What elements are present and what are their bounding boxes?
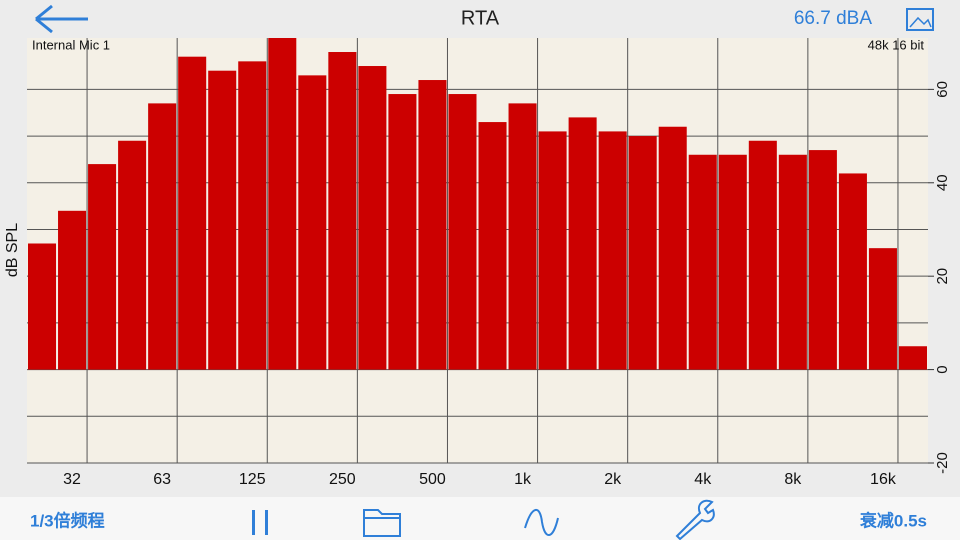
x-tick-label: 2k xyxy=(604,471,622,488)
wave-button[interactable] xyxy=(524,509,559,536)
y-tick-label: 60 xyxy=(934,81,951,98)
bar xyxy=(808,150,837,370)
bar xyxy=(838,173,867,370)
x-tick-label: 32 xyxy=(63,471,81,488)
x-tick-label: 250 xyxy=(329,471,356,488)
bars xyxy=(28,38,927,370)
y-tick-label: 0 xyxy=(934,365,951,373)
bar xyxy=(568,117,597,370)
bar xyxy=(268,38,297,370)
bar xyxy=(358,66,387,370)
bar xyxy=(28,243,57,370)
bandwidth-button[interactable]: 1/3倍频程 xyxy=(30,510,105,530)
bar xyxy=(868,248,897,370)
bar xyxy=(88,164,117,370)
bar xyxy=(598,131,627,370)
pause-button[interactable] xyxy=(252,510,268,535)
bar xyxy=(208,70,237,370)
y-tick-label: 40 xyxy=(934,174,951,191)
bar xyxy=(148,103,177,370)
toolbar xyxy=(0,497,960,540)
bar xyxy=(388,94,417,370)
bar xyxy=(658,126,687,370)
bar xyxy=(328,52,357,370)
bar xyxy=(718,154,747,370)
bar xyxy=(178,56,207,370)
decay-button[interactable]: 衰减0.5s xyxy=(859,510,927,530)
x-tick-label: 125 xyxy=(239,471,266,488)
back-arrow[interactable] xyxy=(35,4,88,34)
y-tick-label: 20 xyxy=(934,268,951,285)
image-icon[interactable] xyxy=(906,8,934,31)
y-axis-label: dB SPL xyxy=(4,223,21,277)
folder-button[interactable] xyxy=(363,509,401,537)
x-tick-label: 4k xyxy=(694,471,712,488)
x-tick-label: 8k xyxy=(784,471,802,488)
bar xyxy=(748,140,777,370)
bar xyxy=(58,210,87,370)
bar xyxy=(628,136,657,370)
back-button[interactable] xyxy=(35,4,88,34)
bar xyxy=(298,75,327,370)
y-tick-label: -20 xyxy=(934,452,951,474)
x-tick-label: 16k xyxy=(870,471,897,488)
screen-title: RTA xyxy=(461,7,500,29)
bar xyxy=(238,61,267,370)
bar xyxy=(898,346,927,370)
x-tick-label: 63 xyxy=(153,471,171,488)
bar xyxy=(538,131,567,370)
format-label: 48k 16 bit xyxy=(868,37,925,52)
settings-button[interactable] xyxy=(675,499,715,540)
level-readout: 66.7 dBA xyxy=(794,8,872,29)
image-button[interactable] xyxy=(906,8,934,31)
bar xyxy=(448,94,477,370)
x-tick-label: 1k xyxy=(514,471,532,488)
source-label: Internal Mic 1 xyxy=(32,37,110,52)
bar xyxy=(508,103,537,370)
bar xyxy=(118,140,147,370)
pause-bar[interactable] xyxy=(265,510,268,535)
pause-bar[interactable] xyxy=(252,510,255,535)
bar xyxy=(778,154,807,370)
grid xyxy=(27,38,928,464)
x-tick-label: 500 xyxy=(419,471,446,488)
bar xyxy=(688,154,717,370)
image-icon-detail[interactable] xyxy=(909,16,932,28)
bar xyxy=(478,122,507,370)
bar xyxy=(418,80,447,370)
